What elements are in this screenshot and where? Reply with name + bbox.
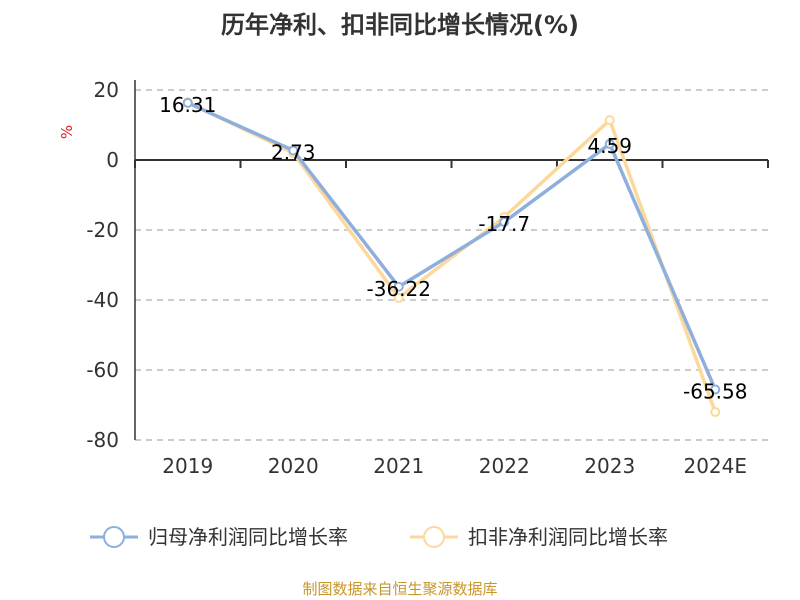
data-point[interactable] [710,384,721,395]
x-tick-label: 2024E [683,454,747,478]
legend-item[interactable]: 归母净利润同比增长率 [148,525,348,549]
x-tick-label: 2023 [584,454,635,478]
x-tick-label: 2021 [373,454,424,478]
x-tick-label: 2019 [162,454,213,478]
data-label: -65.58 [683,380,747,404]
x-tick-label: 2020 [268,454,319,478]
data-point[interactable] [393,281,404,292]
y-tick-label: -80 [86,428,119,452]
data-point[interactable] [393,292,404,303]
data-point[interactable] [710,407,721,417]
data-point[interactable] [288,145,299,156]
y-tick-label: -40 [86,288,119,312]
data-label: -17.7 [478,212,530,236]
legend-circle-icon [423,526,445,548]
data-label: 2.73 [271,140,316,164]
data-label: 16.31 [159,93,216,117]
y-tick-label: 20 [94,78,119,102]
data-label: -36.22 [367,277,431,301]
y-tick-label: 0 [106,148,119,172]
series-line [186,100,717,413]
data-point[interactable] [604,115,615,126]
x-tick-label: 2022 [479,454,530,478]
data-point[interactable] [499,216,510,227]
legend-circle-icon [103,526,125,548]
data-label: 4.59 [587,134,632,158]
y-tick-label: -60 [86,358,119,382]
y-axis-label: % [58,125,76,139]
data-source: 制图数据来自恒生聚源数据库 [302,580,497,598]
data-point[interactable] [604,138,615,149]
data-point[interactable] [182,97,193,108]
legend-item[interactable]: 扣非净利润同比增长率 [468,525,668,549]
series-line [187,101,717,391]
chart-title: 历年净利、扣非同比增长情况(%) [221,11,579,39]
y-tick-label: -20 [86,218,119,242]
